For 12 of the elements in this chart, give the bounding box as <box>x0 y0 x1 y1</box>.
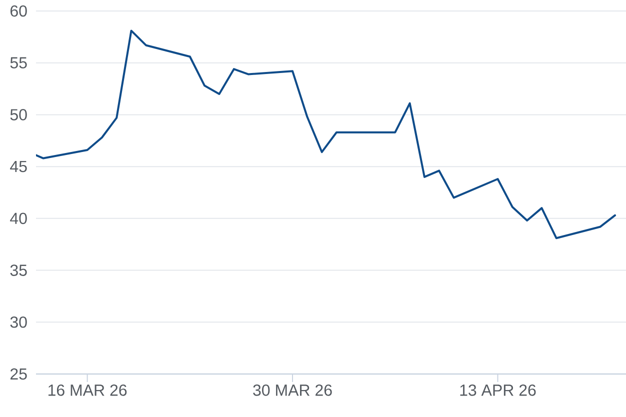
y-tick-label: 50 <box>10 109 27 120</box>
y-tick-label: 25 <box>10 368 27 380</box>
line-series <box>36 30 616 240</box>
x-tick-label: 30 MAR 26 <box>253 384 332 396</box>
x-tick-label: 13 APR 26 <box>460 384 536 396</box>
y-tick-label: 35 <box>10 264 27 276</box>
y-tick-label: 60 <box>10 5 27 17</box>
x-tick-label: 16 MAR 26 <box>48 384 127 396</box>
y-tick-label: 30 <box>10 316 27 328</box>
y-tick-label: 55 <box>10 57 27 68</box>
y-tick-label: 45 <box>10 160 27 172</box>
y-tick-label: 40 <box>10 212 27 224</box>
